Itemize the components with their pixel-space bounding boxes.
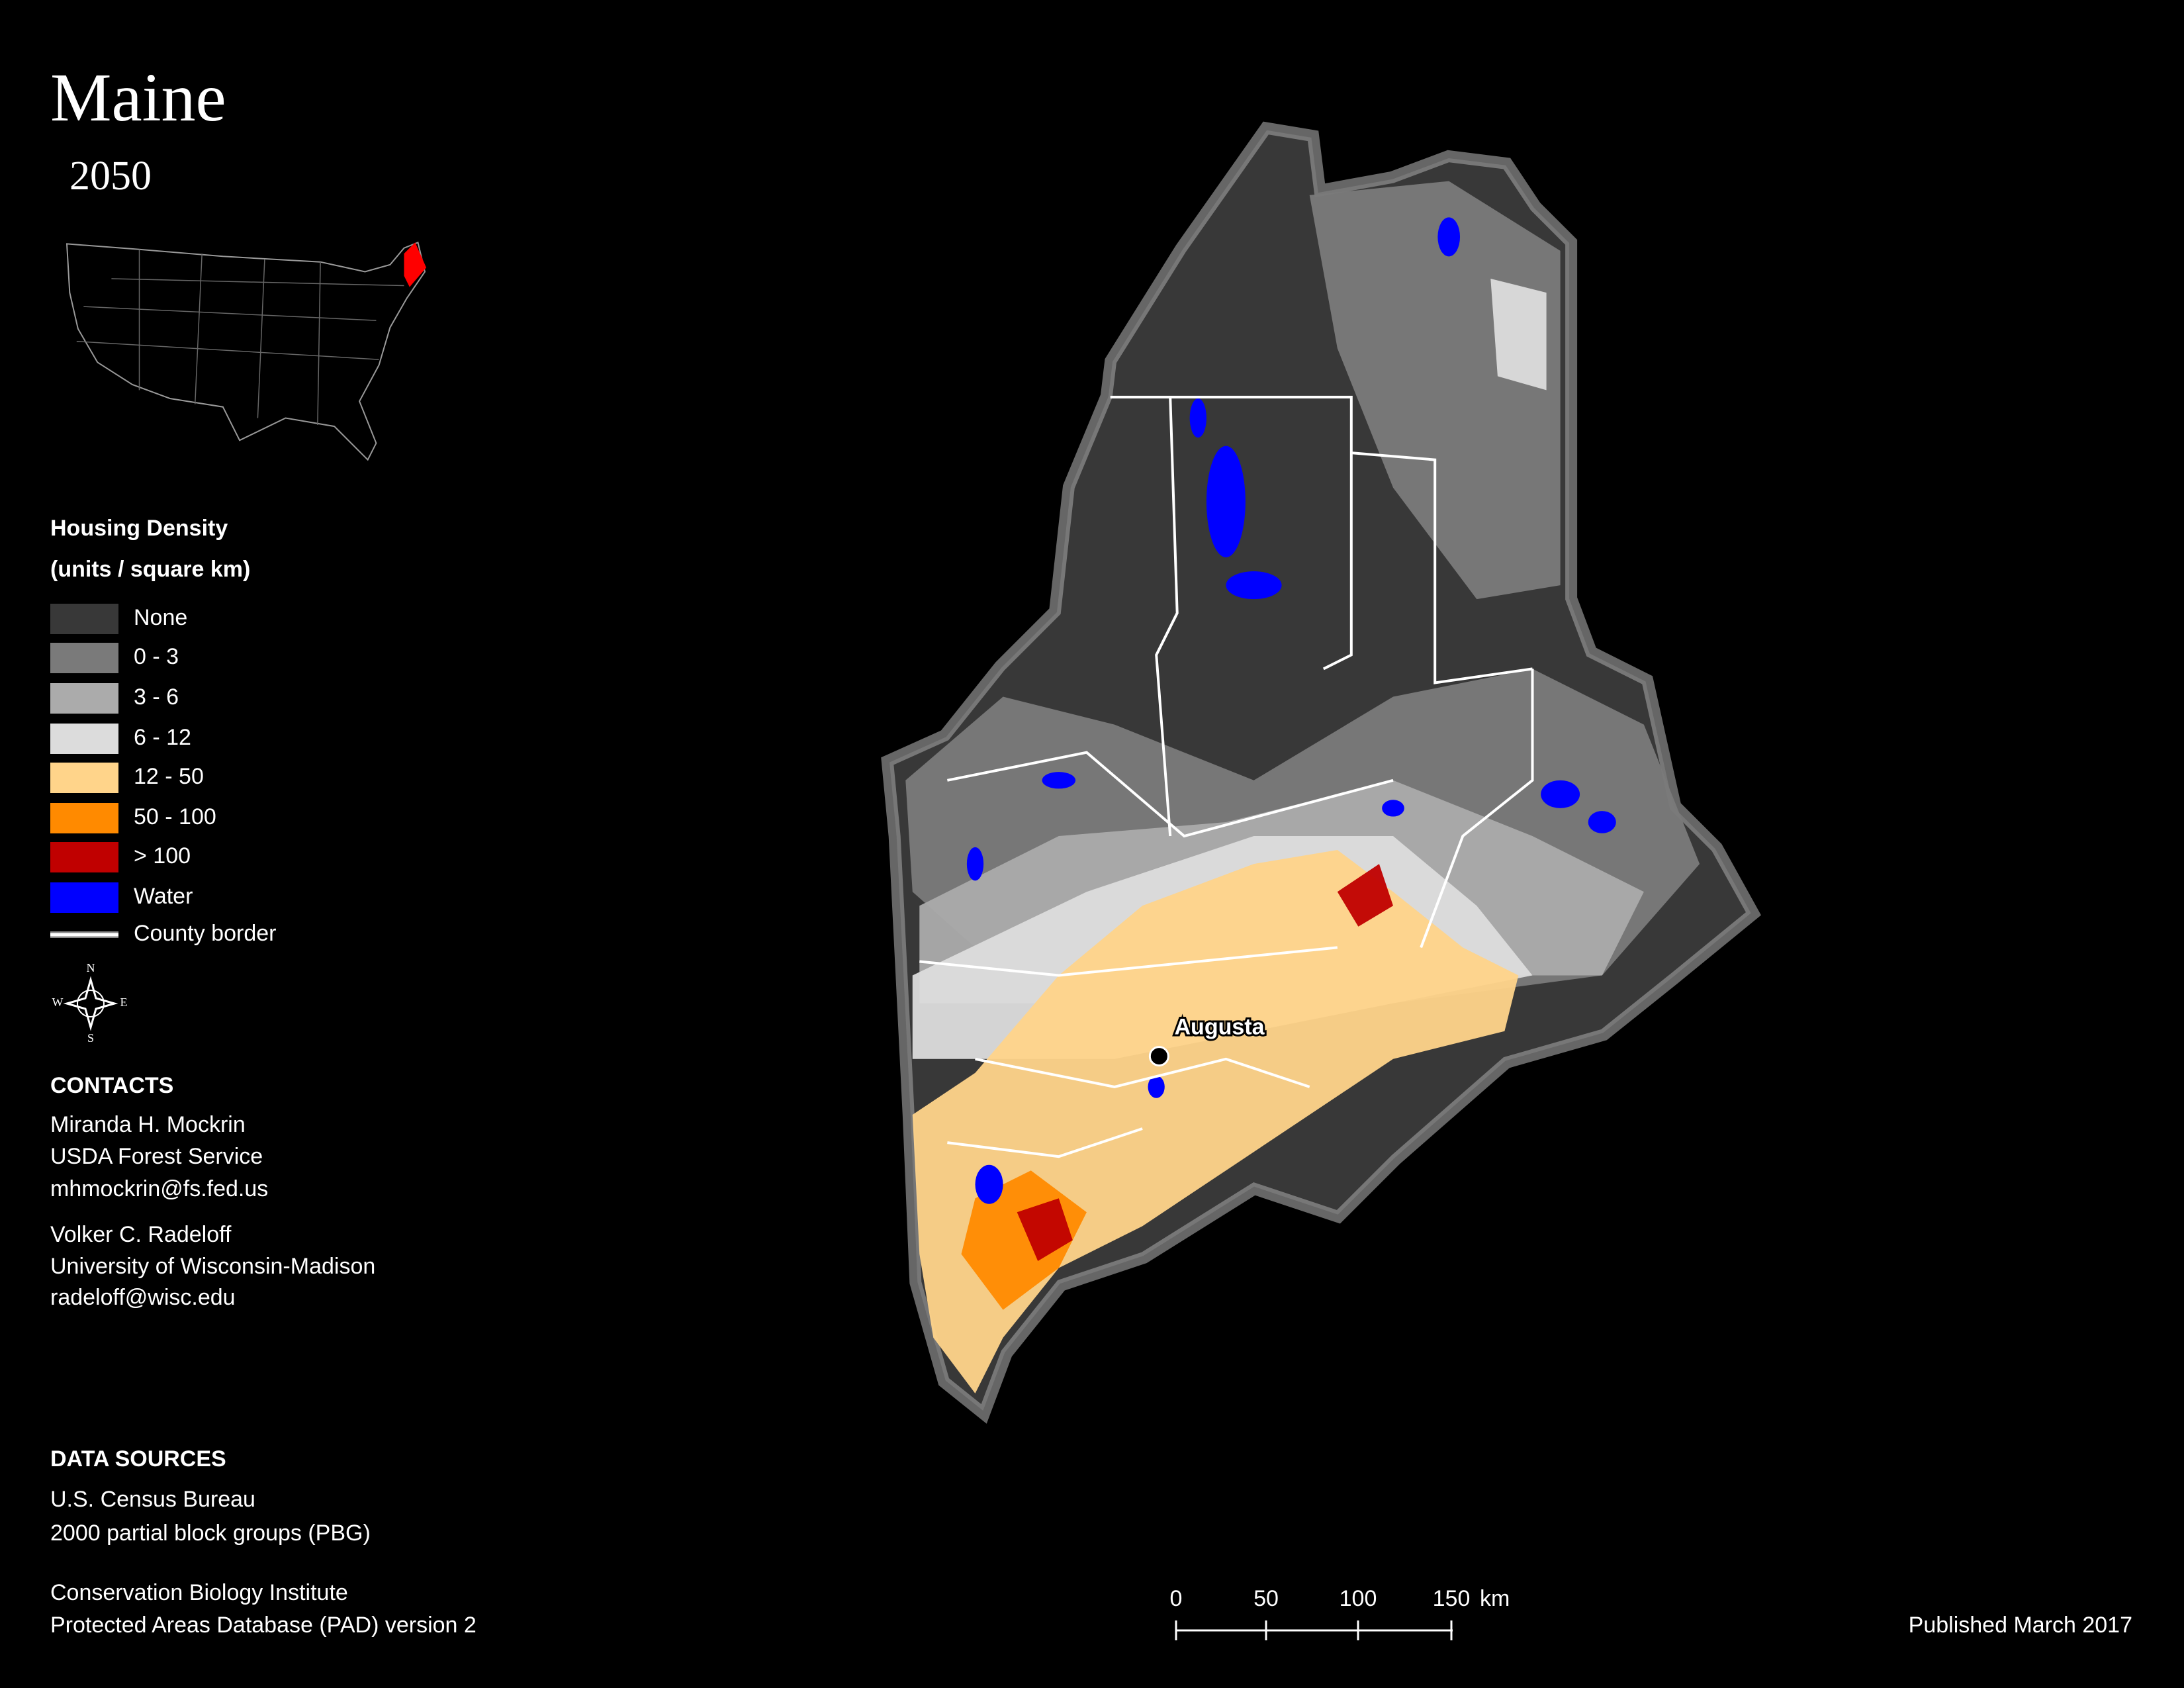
density-area [1490,279,1547,391]
legend-swatch [50,724,118,754]
city-dot [1148,1046,1169,1067]
legend-label: 50 - 100 [134,804,216,829]
water [1206,445,1246,557]
water [1382,800,1404,817]
source-line: 2000 partial block groups (PBG) [50,1521,371,1546]
legend-swatch [50,842,118,872]
compass-letter: W [52,996,64,1009]
county-border [1351,451,1533,684]
legend-units: (units / square km) [50,557,250,582]
density-area [1017,1198,1073,1261]
legend-label: 12 - 50 [134,764,204,789]
water [966,847,984,881]
scale-label: 150 [1433,1586,1471,1611]
state-line [194,254,203,404]
legend-title: Housing Density [50,516,228,541]
density-area [912,850,1519,1393]
county-border [1420,669,1534,949]
state-line [317,261,321,426]
contact-line: radeloff@wisc.edu [50,1285,236,1310]
legend-swatch [50,604,118,634]
compass-ring [77,990,105,1017]
contact-line: USDA Forest Service [50,1144,263,1169]
legend-label: None [134,605,187,630]
legend-label: Water [134,884,193,909]
density-area [1337,864,1393,927]
county-border [947,751,1394,838]
legend-label: County border [134,921,276,946]
legend-swatch [50,643,118,673]
legend-label: 0 - 3 [134,644,179,669]
compass-letter: E [120,996,128,1009]
scale-label: 0 [1170,1586,1183,1611]
water [1226,571,1282,600]
water [1437,217,1461,257]
county-border [919,946,1338,977]
compass-rose [63,976,118,1031]
water [1042,772,1076,789]
legend-label: 6 - 12 [134,725,191,750]
published: Published March 2017 [1909,1613,2132,1638]
state-line [257,259,265,418]
contact-line: Miranda H. Mockrin [50,1112,246,1137]
state-line [83,306,377,321]
water [1588,811,1616,833]
state-line [111,278,404,287]
legend-label: > 100 [134,843,191,868]
legend-label: 3 - 6 [134,684,179,710]
water [975,1164,1003,1204]
source-line: Conservation Biology Institute [50,1580,348,1605]
water [1541,780,1580,808]
contact-line: mhmockrin@fs.fed.us [50,1176,268,1201]
inset-maine [404,242,427,287]
water [1148,1076,1165,1098]
scale-label: 50 [1253,1586,1279,1611]
county-border [1155,397,1179,837]
source-line: U.S. Census Bureau [50,1487,255,1512]
county-border [1110,395,1353,671]
legend-swatch [50,882,118,913]
contact-line: Volker C. Radeloff [50,1222,232,1247]
city-label: Augusta [1175,1014,1265,1039]
legend-swatch [50,803,118,833]
county-border [947,1127,1143,1158]
compass-letter: S [87,1031,94,1045]
sources-heading: DATA SOURCES [50,1446,226,1472]
source-line: Protected Areas Database (PAD) version 2 [50,1613,477,1638]
state-line [76,340,379,360]
compass-letter: N [87,961,95,974]
scale-label: 100 [1340,1586,1377,1611]
contact-line: University of Wisconsin-Madison [50,1254,375,1279]
water [1189,399,1206,438]
title: Maine [50,60,226,136]
legend-swatch [50,763,118,793]
subtitle: 2050 [69,154,152,199]
county-border [975,1057,1310,1088]
contacts-heading: CONTACTS [50,1073,173,1098]
legend-swatch [50,683,118,714]
scale-unit: km [1480,1586,1510,1611]
